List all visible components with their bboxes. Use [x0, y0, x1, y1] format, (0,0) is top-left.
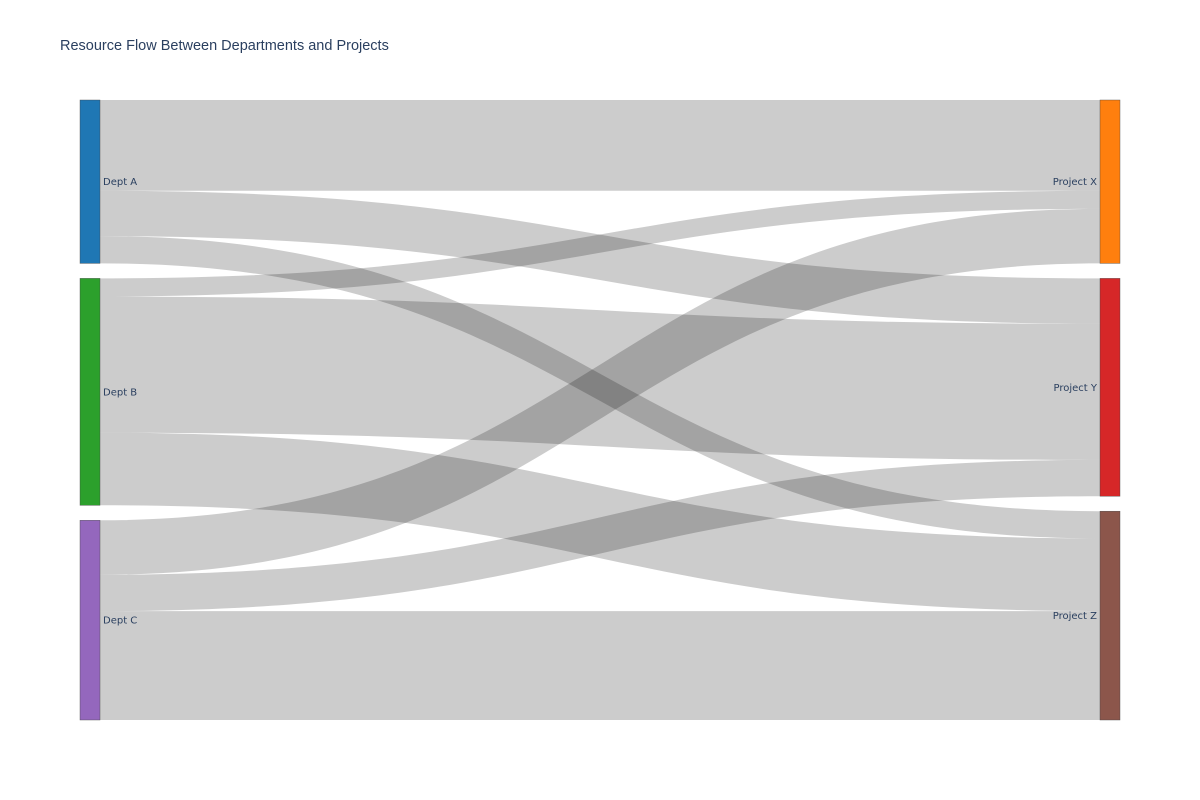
- link-dept-c-to-project-z: [100, 611, 1100, 720]
- node-dept-b: [79, 278, 101, 506]
- node-dept-c: [79, 520, 101, 721]
- node-project-z: [1099, 510, 1121, 721]
- nodes-layer: [79, 99, 1121, 721]
- link-dept-c-to-project-x: [100, 208, 1100, 575]
- node-label-dept-a: Dept A: [103, 177, 137, 188]
- node-label-dept-b: Dept B: [103, 387, 137, 398]
- link-dept-a-to-project-x: [100, 100, 1100, 191]
- node-project-x: [1099, 99, 1121, 264]
- link-dept-c-to-project-y: [100, 459, 1100, 612]
- node-dept-a: [79, 99, 101, 264]
- labels-layer: Dept A Dept B Dept C Project X Project Y Proj…: [103, 177, 1098, 626]
- node-project-y: [1099, 278, 1121, 497]
- node-label-dept-c: Dept C: [103, 616, 137, 627]
- link-dept-a-to-project-z: [100, 236, 1100, 539]
- link-dept-b-to-project-x: [100, 190, 1100, 297]
- link-dept-b-to-project-z: [100, 432, 1100, 612]
- node-label-project-y: Project Y: [1053, 383, 1097, 394]
- link-dept-a-to-project-y: [100, 190, 1100, 324]
- node-label-project-z: Project Z: [1053, 611, 1097, 622]
- node-label-project-x: Project X: [1053, 177, 1097, 188]
- link-dept-b-to-project-y: [100, 296, 1100, 460]
- chart-title: Resource Flow Between Departments and Pr…: [60, 38, 389, 54]
- links-layer: [100, 100, 1100, 720]
